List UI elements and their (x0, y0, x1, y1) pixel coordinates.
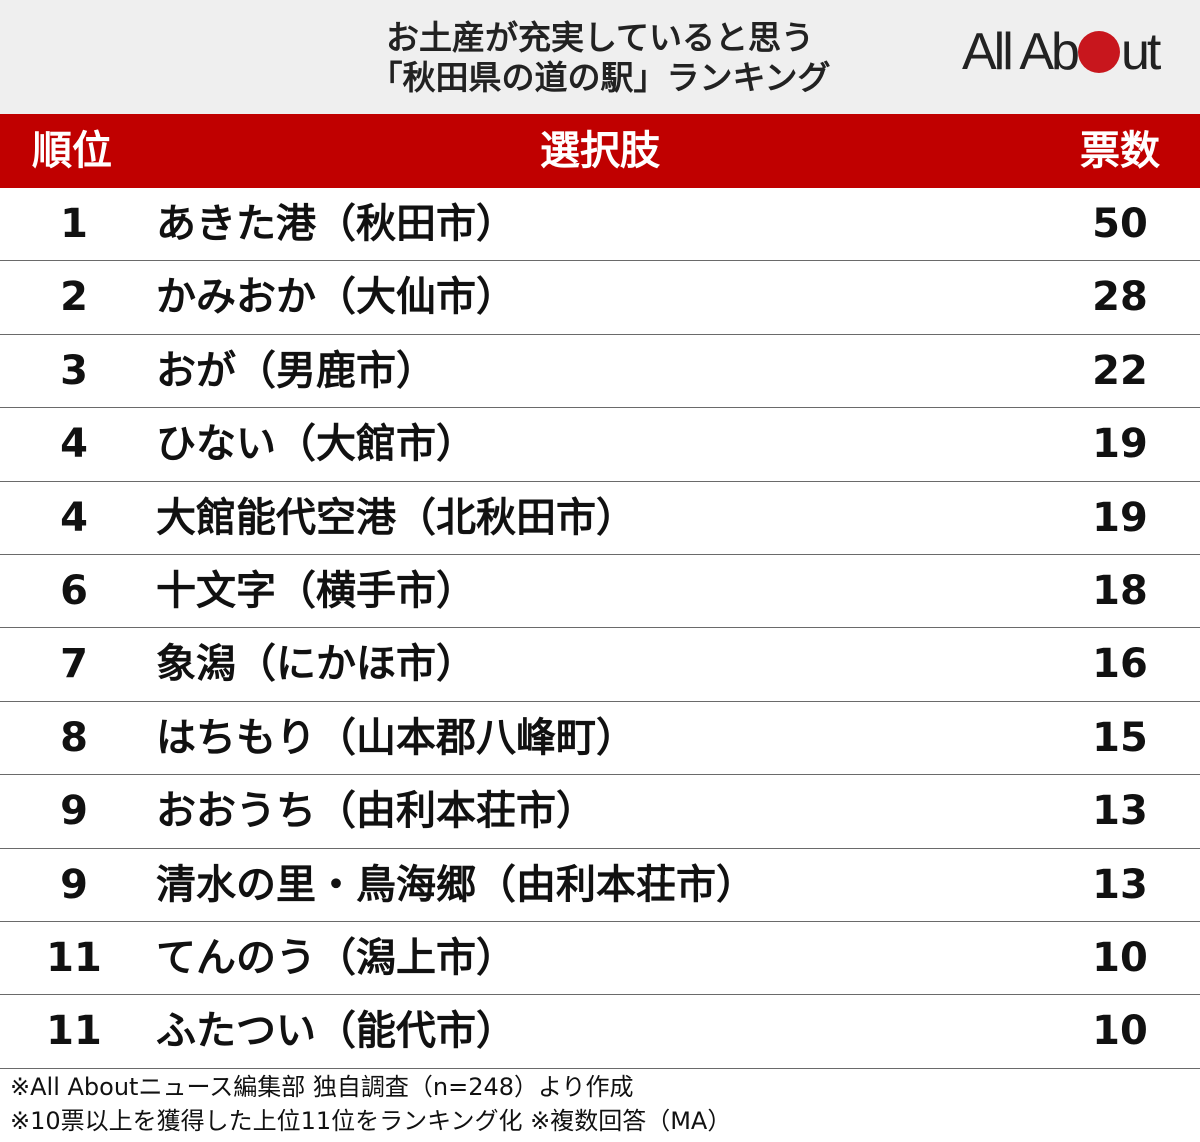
table-row: 3 おが（男鹿市） 22 (0, 335, 1200, 409)
title-line-2: 「秋田県の道の駅」ランキング (369, 58, 831, 97)
rank-cell: 11 (46, 934, 102, 981)
logo-text-start: All Ab (962, 23, 1080, 81)
choice-cell: かみおか（大仙市） (156, 274, 516, 321)
choice-cell: あきた港（秋田市） (156, 201, 516, 247)
choice-cell: おおうち（由利本荘市） (156, 788, 596, 835)
ranking-table: 1 あきた港（秋田市） 50 2 かみおか（大仙市） 28 3 おが（男鹿市） … (0, 188, 1200, 1069)
table-row: 2 かみおか（大仙市） 28 (0, 261, 1200, 335)
table-row: 1 あきた港（秋田市） 50 (0, 188, 1200, 262)
rank-cell: 11 (46, 1008, 102, 1055)
rank-cell: 9 (60, 861, 88, 908)
votes-cell: 15 (1092, 714, 1148, 761)
all-about-logo: All Ab ut (962, 22, 1161, 82)
table-row: 4 ひない（大館市） 19 (0, 408, 1200, 482)
table-row: 6 十文字（横手市） 18 (0, 555, 1200, 629)
table-row: 8 はちもり（山本郡八峰町） 15 (0, 702, 1200, 776)
column-header-rank: 順位 (32, 128, 112, 174)
choice-cell: おが（男鹿市） (156, 347, 436, 394)
rank-cell: 6 (60, 567, 88, 614)
votes-cell: 10 (1092, 934, 1148, 981)
table-header: 選択肢 順位 票数 (0, 114, 1200, 188)
choice-cell: ふたつい（能代市） (156, 1008, 516, 1055)
page-header: お土産が充実していると思う 「秋田県の道の駅」ランキング All Ab ut (0, 0, 1200, 114)
footnotes: ※All Aboutニュース編集部 独自調査（n=248）より作成 ※10票以上… (10, 1070, 1190, 1138)
page-title: お土産が充実していると思う 「秋田県の道の駅」ランキング (280, 18, 920, 98)
choice-cell: 象潟（にかほ市） (156, 641, 476, 688)
table-row: 7 象潟（にかほ市） 16 (0, 628, 1200, 702)
rank-cell: 2 (60, 274, 88, 321)
title-line-1: お土産が充実していると思う (385, 18, 814, 57)
logo-red-dot-icon (1077, 31, 1120, 73)
choice-cell: てんのう（潟上市） (156, 934, 516, 981)
votes-cell: 22 (1092, 347, 1148, 394)
rank-cell: 4 (60, 421, 88, 468)
votes-cell: 18 (1092, 567, 1148, 614)
rank-cell: 7 (60, 641, 88, 688)
choice-cell: 十文字（横手市） (156, 567, 476, 614)
table-row: 11 ふたつい（能代市） 10 (0, 995, 1200, 1069)
votes-cell: 13 (1092, 861, 1148, 908)
footnote-source: ※All Aboutニュース編集部 独自調査（n=248）より作成 (10, 1073, 634, 1101)
choice-cell: ひない（大館市） (156, 421, 476, 468)
votes-cell: 16 (1092, 641, 1148, 688)
table-row: 9 おおうち（由利本荘市） 13 (0, 775, 1200, 849)
rank-cell: 9 (60, 788, 88, 835)
choice-cell: 大館能代空港（北秋田市） (156, 494, 636, 541)
rank-cell: 4 (60, 494, 88, 541)
choice-cell: はちもり（山本郡八峰町） (156, 714, 636, 761)
rank-cell: 8 (60, 714, 88, 761)
votes-cell: 13 (1092, 788, 1148, 835)
choice-cell: 清水の里・鳥海郷（由利本荘市） (156, 861, 756, 908)
footnote-method: ※10票以上を獲得した上位11位をランキング化 ※複数回答（MA） (10, 1107, 732, 1135)
rank-cell: 1 (60, 201, 88, 247)
table-row: 4 大館能代空港（北秋田市） 19 (0, 482, 1200, 555)
column-header-choice: 選択肢 (540, 128, 660, 174)
table-row: 9 清水の里・鳥海郷（由利本荘市） 13 (0, 849, 1200, 922)
votes-cell: 50 (1092, 201, 1148, 247)
votes-cell: 28 (1092, 274, 1148, 321)
votes-cell: 19 (1092, 494, 1148, 541)
column-header-votes: 票数 (1080, 128, 1160, 174)
rank-cell: 3 (60, 347, 88, 394)
votes-cell: 10 (1092, 1008, 1148, 1055)
table-row: 11 てんのう（潟上市） 10 (0, 922, 1200, 996)
votes-cell: 19 (1092, 421, 1148, 468)
logo-text-end: ut (1120, 23, 1161, 81)
